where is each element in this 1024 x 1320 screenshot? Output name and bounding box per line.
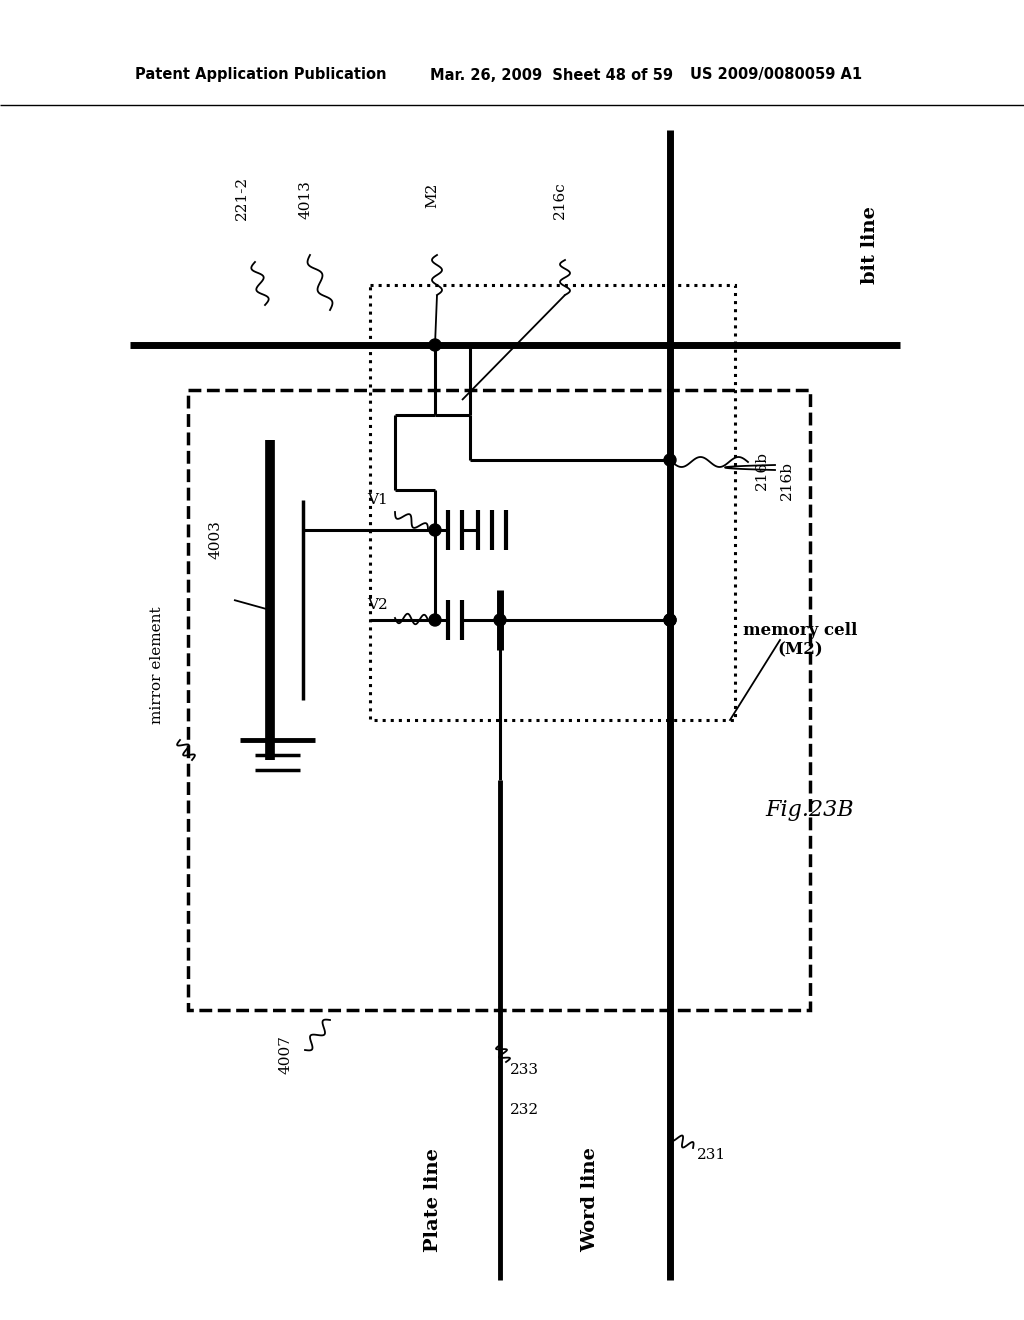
Text: V1: V1 <box>368 492 388 507</box>
Text: 232: 232 <box>510 1104 539 1117</box>
Text: bit line: bit line <box>861 206 879 284</box>
Bar <box>370 285 735 719</box>
Text: 233: 233 <box>510 1063 539 1077</box>
Text: M2: M2 <box>425 182 439 207</box>
Circle shape <box>429 614 441 626</box>
Text: 216b: 216b <box>755 450 769 490</box>
Text: memory cell
(M2): memory cell (M2) <box>742 622 857 659</box>
Text: 4007: 4007 <box>278 1036 292 1074</box>
Circle shape <box>429 339 441 351</box>
Text: Plate line: Plate line <box>424 1148 442 1251</box>
Text: V2: V2 <box>368 598 388 612</box>
Circle shape <box>664 614 676 626</box>
Text: 216b: 216b <box>780 461 794 499</box>
Circle shape <box>494 614 506 626</box>
Circle shape <box>664 614 676 626</box>
Text: US 2009/0080059 A1: US 2009/0080059 A1 <box>690 67 862 82</box>
Text: 4013: 4013 <box>298 181 312 219</box>
Text: Mar. 26, 2009  Sheet 48 of 59: Mar. 26, 2009 Sheet 48 of 59 <box>430 67 673 82</box>
Circle shape <box>664 454 676 466</box>
Circle shape <box>429 524 441 536</box>
Text: 216c: 216c <box>553 181 567 219</box>
Text: 231: 231 <box>697 1148 726 1162</box>
Text: Fig.23B: Fig.23B <box>766 799 854 821</box>
Text: 221-2: 221-2 <box>234 176 249 220</box>
Text: Word line: Word line <box>581 1147 599 1253</box>
Text: 4003: 4003 <box>208 520 222 560</box>
Text: Patent Application Publication: Patent Application Publication <box>135 67 386 82</box>
Bar <box>188 389 810 1010</box>
Text: mirror element: mirror element <box>150 606 164 723</box>
